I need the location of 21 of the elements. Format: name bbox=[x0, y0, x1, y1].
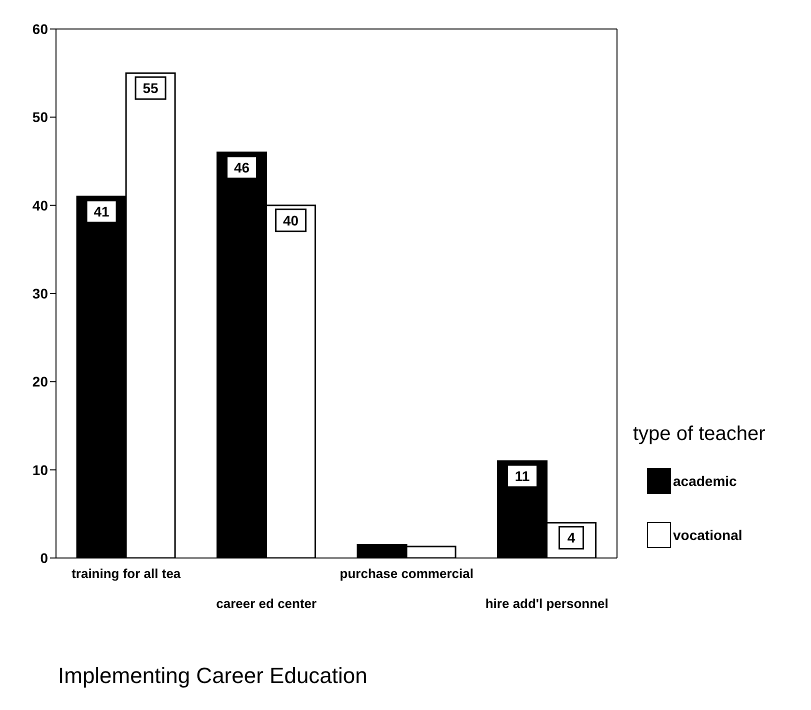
x-tick-label: career ed center bbox=[216, 596, 317, 611]
legend-label: vocational bbox=[673, 527, 742, 543]
x-tick-label: hire add'l personnel bbox=[485, 596, 608, 611]
y-tick-label: 10 bbox=[32, 462, 48, 478]
x-tick-label: purchase commercial bbox=[340, 566, 474, 581]
data-label: 4 bbox=[567, 530, 576, 546]
data-label: 11 bbox=[514, 468, 530, 484]
y-tick-label: 60 bbox=[32, 20, 48, 37]
data-label: 55 bbox=[142, 80, 159, 96]
x-tick-label: training for all tea bbox=[72, 566, 182, 581]
y-tick-label: 0 bbox=[40, 550, 48, 566]
y-tick-label: 50 bbox=[32, 109, 48, 126]
y-tick-label: 40 bbox=[32, 197, 48, 214]
legend-label: academic bbox=[673, 473, 737, 489]
text: Implementing Career Education bbox=[58, 663, 368, 689]
y-tick-label: 30 bbox=[32, 285, 48, 302]
legend-title: type of teacher bbox=[633, 423, 766, 446]
data-label: 41 bbox=[94, 204, 110, 220]
data-label: 40 bbox=[283, 212, 299, 228]
data-label: 46 bbox=[234, 159, 250, 176]
y-tick-label: 20 bbox=[32, 374, 48, 390]
